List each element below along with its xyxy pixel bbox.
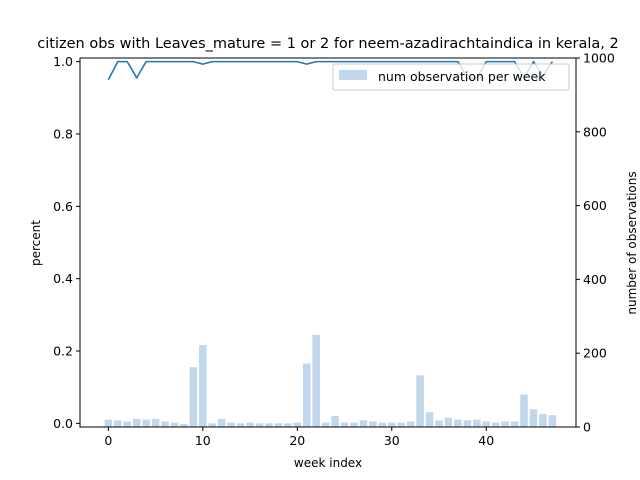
y-left-tick-label: 1.0 [53, 54, 73, 69]
bar-week-34 [425, 412, 434, 427]
bar-week-15 [246, 422, 254, 427]
bar-week-18 [274, 423, 283, 427]
y-left-tick-label: 0.6 [53, 199, 73, 214]
y-left-tick-label: 0.8 [53, 126, 73, 141]
bar-week-1 [114, 420, 122, 427]
bar-series [104, 334, 557, 427]
y-left-axis-ticks: 0.0 0.2 0.4 0.6 0.8 1.0 [53, 54, 80, 431]
y-right-tick-label: 400 [583, 272, 607, 287]
x-tick-label: 10 [195, 433, 211, 448]
chart-title: citizen obs with Leaves_mature = 1 or 2 … [37, 36, 618, 52]
bar-week-33 [416, 375, 424, 427]
bar-week-4 [142, 419, 150, 427]
x-tick-label: 40 [478, 433, 494, 448]
bar-week-40 [482, 421, 491, 427]
bar-week-27 [359, 420, 368, 427]
x-axis-label: week index [294, 456, 362, 470]
y-left-axis-label: percent [29, 220, 43, 266]
bar-week-16 [255, 423, 264, 427]
bar-week-44 [520, 394, 528, 427]
bar-week-23 [321, 422, 330, 427]
bar-week-26 [350, 422, 358, 427]
bar-week-35 [435, 420, 443, 427]
y-left-tick-label: 0.4 [53, 271, 73, 286]
bar-week-22 [312, 334, 320, 427]
bar-week-25 [340, 422, 349, 427]
bar-week-31 [397, 422, 405, 427]
y-right-tick-label: 1000 [583, 51, 615, 66]
plot-frame [79, 57, 577, 428]
y-right-axis-ticks: 0 200 400 600 800 1000 [576, 51, 615, 435]
bar-week-38 [463, 420, 472, 427]
y-right-axis-label: number of observations [625, 171, 639, 314]
bar-week-30 [387, 422, 396, 427]
bar-week-42 [501, 421, 509, 427]
y-right-tick-label: 200 [583, 346, 607, 361]
y-left-tick-label: 0.0 [53, 416, 73, 431]
y-right-tick-label: 800 [583, 124, 607, 139]
bar-week-39 [473, 419, 481, 427]
x-tick-label: 0 [104, 433, 112, 448]
legend-box [332, 63, 570, 91]
bar-week-20 [293, 422, 302, 427]
y-right-tick-label: 600 [583, 198, 607, 213]
bar-week-47 [548, 415, 557, 427]
bar-week-46 [539, 414, 547, 427]
bar-week-11 [208, 423, 217, 427]
x-tick-label: 30 [384, 433, 400, 448]
bar-week-37 [454, 419, 462, 427]
bar-week-13 [227, 422, 235, 427]
bar-week-10 [199, 345, 207, 427]
bar-week-14 [236, 423, 245, 427]
bar-week-2 [123, 421, 132, 427]
x-axis-ticks: 0 10 20 30 40 [104, 427, 494, 448]
bar-week-21 [302, 363, 311, 427]
bar-week-24 [331, 415, 339, 427]
legend: num observation per week [332, 63, 570, 91]
bar-week-7 [170, 422, 179, 427]
bar-week-3 [132, 418, 141, 427]
bar-week-9 [189, 367, 198, 427]
bar-week-6 [161, 421, 169, 427]
bar-week-19 [284, 423, 292, 427]
bar-week-29 [378, 422, 387, 427]
bar-week-8 [180, 424, 188, 427]
legend-label: num observation per week [378, 69, 546, 84]
bar-week-43 [510, 421, 519, 427]
y-right-tick-label: 0 [583, 420, 591, 435]
bar-week-17 [265, 423, 273, 427]
bar-week-45 [529, 409, 538, 427]
bar-week-32 [406, 421, 415, 427]
x-tick-label: 20 [289, 433, 305, 448]
legend-bar-swatch [339, 70, 367, 80]
bar-week-28 [369, 421, 377, 427]
bar-week-41 [491, 422, 500, 427]
bar-week-5 [151, 418, 160, 427]
y-left-tick-label: 0.2 [53, 344, 73, 359]
bar-week-0 [104, 419, 113, 427]
bar-week-12 [217, 418, 226, 427]
bar-week-36 [444, 417, 453, 427]
